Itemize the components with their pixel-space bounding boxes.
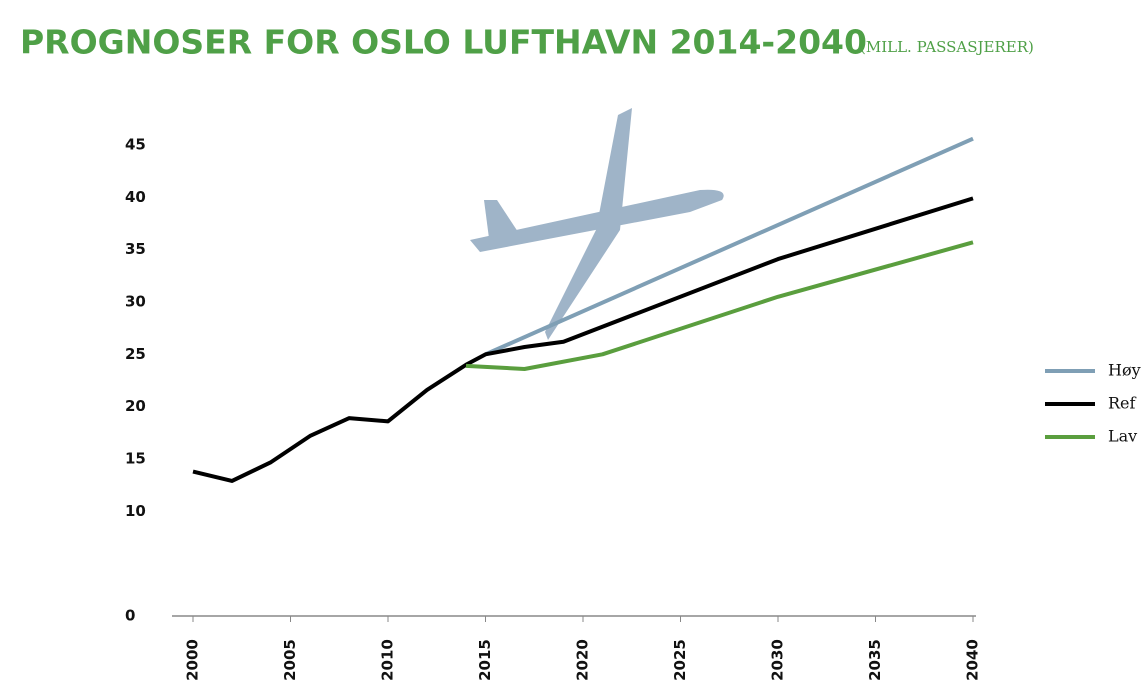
y-tick-label: 35	[125, 240, 146, 258]
chart-subtitle: (MILL. PASSASJERER)	[860, 38, 1034, 56]
y-tick-label: 45	[125, 136, 146, 154]
chart-title: PROGNOSER FOR OSLO LUFTHAVN 2014-2040	[20, 23, 867, 62]
y-tick-label: 15	[125, 450, 146, 468]
x-tick-label: 2005	[281, 639, 299, 681]
x-tick-label: 2035	[866, 639, 884, 681]
y-tick-label: 20	[125, 397, 146, 415]
x-tick-label: 2040	[964, 639, 982, 681]
legend-label: Høy	[1108, 361, 1141, 380]
y-tick-label: 30	[125, 293, 146, 311]
chart: PROGNOSER FOR OSLO LUFTHAVN 2014-2040 (M…	[0, 0, 1146, 693]
legend-label: Ref	[1108, 394, 1137, 413]
x-tick-label: 2010	[379, 639, 397, 681]
background	[0, 0, 1146, 693]
y-tick-label: 0	[125, 607, 135, 625]
y-tick-label: 10	[125, 502, 146, 520]
x-tick-label: 2025	[671, 639, 689, 681]
y-tick-label: 40	[125, 188, 146, 206]
x-tick-label: 2000	[184, 639, 202, 681]
x-tick-label: 2030	[769, 639, 787, 681]
legend-label: Lav	[1108, 427, 1137, 446]
x-tick-label: 2015	[476, 639, 494, 681]
y-tick-label: 25	[125, 345, 146, 363]
x-tick-label: 2020	[574, 639, 592, 681]
